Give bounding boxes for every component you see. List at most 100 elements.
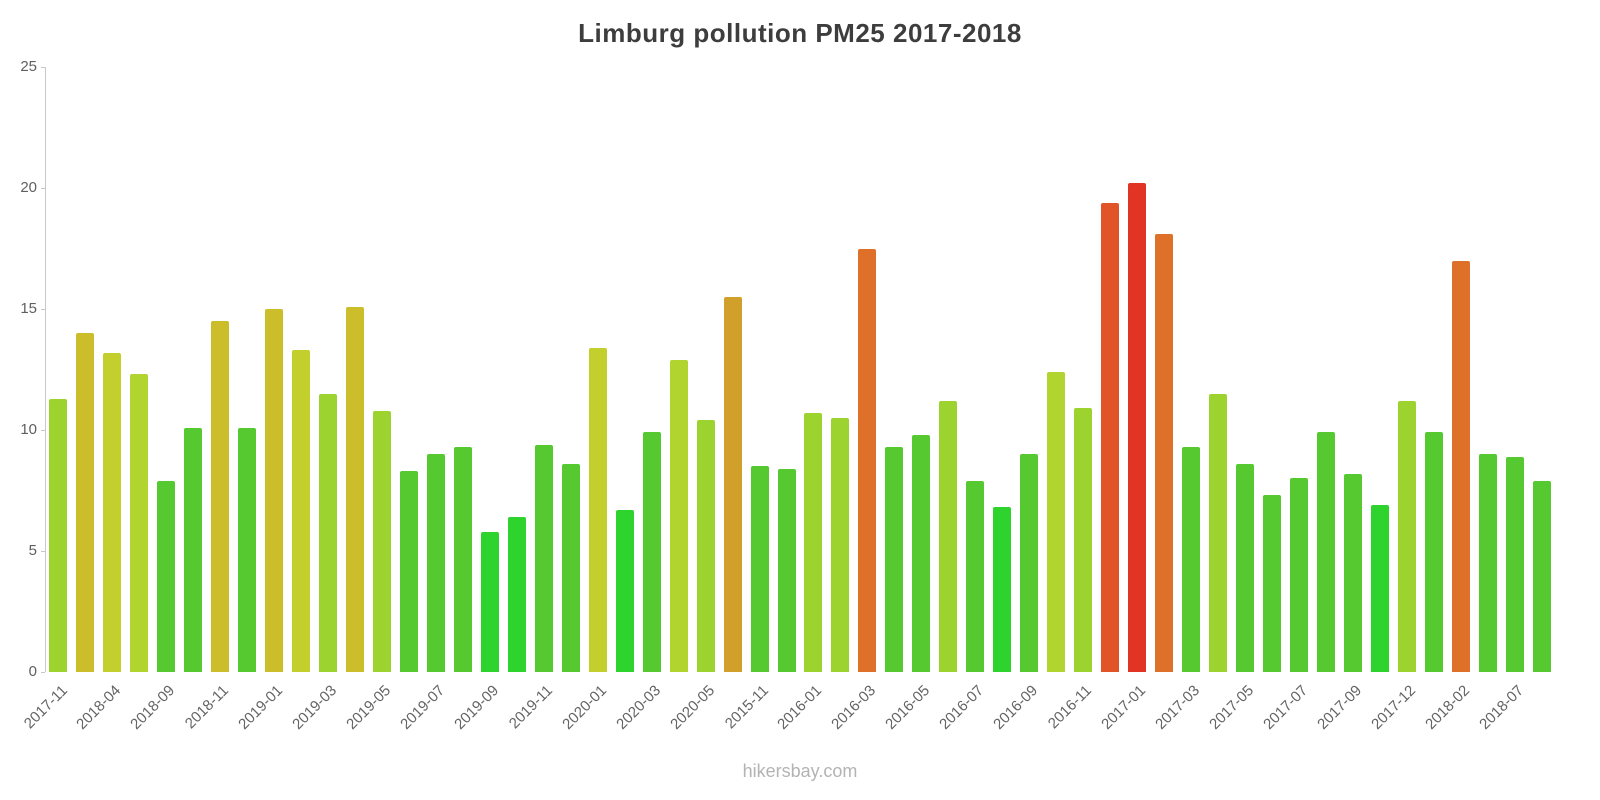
bar — [1424, 432, 1443, 672]
bar — [1020, 454, 1039, 672]
bar — [750, 466, 769, 672]
x-tick-label: 2016-03 — [828, 682, 880, 733]
bar — [1289, 478, 1308, 672]
bar — [157, 480, 176, 672]
bar — [480, 531, 499, 672]
x-tick-label: 2015-11 — [721, 682, 772, 733]
bar — [1397, 400, 1416, 672]
x-tick-label: 2018-11 — [182, 682, 233, 733]
bar — [1505, 456, 1524, 672]
bar — [238, 427, 257, 672]
y-tick-label: 5 — [28, 542, 37, 559]
x-tick-label: 2019-05 — [343, 682, 395, 733]
x-tick-label: 2019-09 — [450, 682, 502, 733]
x-tick-label: 2016-07 — [936, 682, 988, 733]
x-tick-label: 2020-03 — [612, 682, 664, 733]
bar — [831, 417, 850, 672]
x-tick-label: 2016-11 — [1044, 682, 1096, 733]
bar — [1101, 202, 1120, 672]
bar — [265, 309, 284, 672]
bar — [211, 321, 230, 672]
y-tick-label: 20 — [20, 179, 37, 196]
plot-area: 0 5 10 15 20 25 2017-11 2018-04 2018-09 2018-11 2… — [20, 58, 1555, 733]
bar — [696, 420, 715, 672]
x-tick-label: 2020-05 — [666, 682, 718, 733]
bar — [1343, 473, 1362, 672]
x-tick-label: 2017-05 — [1205, 682, 1257, 733]
bar — [184, 427, 203, 672]
bar — [588, 347, 607, 672]
bar — [1262, 495, 1281, 672]
y-tick-mark — [41, 309, 45, 310]
bar — [534, 444, 553, 672]
x-tick-label: 2017-01 — [1098, 682, 1150, 733]
y-tick-label: 10 — [20, 421, 37, 438]
bar — [1074, 408, 1093, 672]
x-tick-label: 2017-07 — [1259, 682, 1311, 733]
y-tick-label: 15 — [20, 300, 37, 317]
bar — [1155, 233, 1174, 672]
bar — [1181, 446, 1200, 672]
bar — [966, 480, 985, 672]
bar — [804, 413, 823, 672]
bar — [292, 350, 311, 672]
bar — [103, 352, 122, 672]
bar — [1532, 480, 1551, 672]
bar — [1370, 505, 1389, 672]
x-tick-label: 2016-09 — [990, 682, 1042, 733]
x-tick-label: 2019-07 — [397, 682, 449, 733]
bar — [561, 463, 580, 672]
y-tick-mark — [41, 188, 45, 189]
bar — [1235, 463, 1254, 672]
y-tick-label: 25 — [20, 58, 37, 75]
y-tick-mark — [41, 430, 45, 431]
bar — [373, 410, 392, 672]
x-tick-label: 2017-09 — [1313, 682, 1365, 733]
y-tick-mark — [41, 551, 45, 552]
x-tick-label: 2016-01 — [774, 682, 826, 733]
bar — [507, 517, 526, 672]
bar — [1478, 454, 1497, 672]
x-tick-label: 2018-04 — [73, 682, 125, 733]
bar — [777, 468, 796, 672]
bar — [912, 434, 931, 672]
x-tick-label: 2017-03 — [1152, 682, 1204, 733]
y-tick-label: 0 — [28, 663, 37, 680]
bar — [939, 400, 958, 672]
x-tick-label: 2019-03 — [289, 682, 341, 733]
bar — [1451, 260, 1470, 672]
y-tick-mark — [41, 672, 45, 673]
bar — [130, 374, 149, 672]
bar — [426, 454, 445, 672]
bar — [858, 248, 877, 672]
bar — [669, 359, 688, 672]
x-tick-label: 2019-11 — [505, 682, 556, 733]
bar — [642, 432, 661, 672]
x-tick-label: 2017-11 — [20, 682, 71, 733]
bar — [49, 398, 68, 672]
bar — [1208, 393, 1227, 672]
chart-title: Limburg pollution PM25 2017-2018 — [578, 18, 1022, 48]
x-tick-label: 2019-01 — [235, 682, 287, 733]
bar — [1128, 183, 1147, 672]
bar — [1047, 371, 1066, 672]
bar — [993, 507, 1012, 672]
x-tick-label: 2016-05 — [882, 682, 934, 733]
bar — [400, 471, 419, 672]
x-tick-label: 2018-09 — [127, 682, 179, 733]
bar — [723, 296, 742, 672]
y-axis-line — [45, 67, 46, 672]
x-tick-label: 2018-02 — [1421, 682, 1473, 733]
x-tick-label: 2020-01 — [558, 682, 610, 733]
bar — [346, 306, 365, 672]
bar — [1316, 432, 1335, 672]
footer-watermark: hikersbay.com — [742, 761, 858, 781]
bar — [76, 333, 95, 672]
bar — [885, 446, 904, 672]
x-tick-label: 2018-07 — [1475, 682, 1527, 733]
x-tick-label: 2017-12 — [1367, 682, 1419, 733]
bar — [453, 446, 472, 672]
bar — [319, 393, 338, 672]
y-tick-mark — [41, 67, 45, 68]
